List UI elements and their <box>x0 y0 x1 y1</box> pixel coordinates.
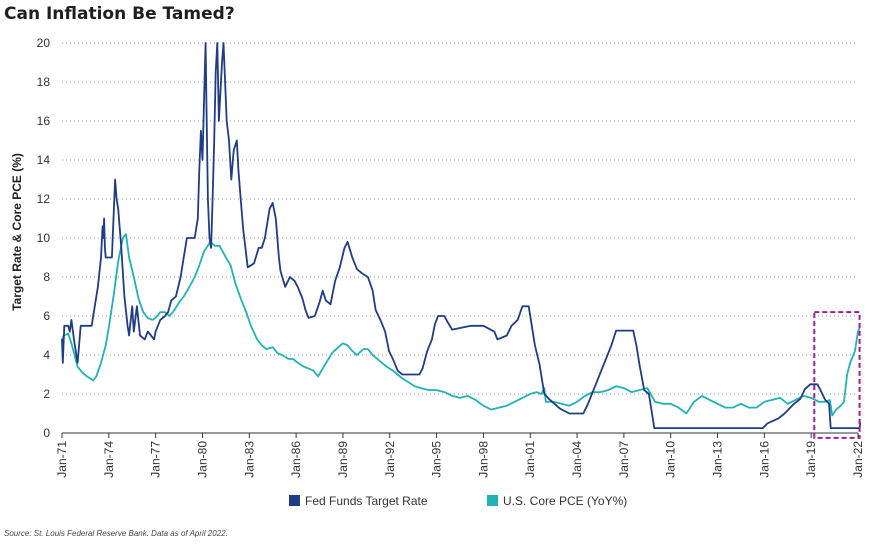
x-tick-label-Jan-98: Jan-98 <box>476 441 490 478</box>
y-tick-label-8: 8 <box>43 270 50 284</box>
series-line-fed-funds-line <box>61 42 862 429</box>
x-tick-label-Jan-71: Jan-71 <box>55 441 69 478</box>
chart-title: Can Inflation Be Tamed? <box>4 4 235 24</box>
x-tick-label-Jan-13: Jan-13 <box>711 441 725 478</box>
legend-label-fed-funds: Fed Funds Target Rate <box>305 494 428 508</box>
legend-label-core-pce: U.S. Core PCE (YoY%) <box>503 494 627 508</box>
x-tick-label-Jan-77: Jan-77 <box>149 441 163 478</box>
y-tick-label-18: 18 <box>37 75 51 89</box>
x-tick-label-Jan-22: Jan-22 <box>851 441 865 478</box>
y-tick-label-4: 4 <box>43 348 50 362</box>
legend-swatch-core-pce <box>487 495 498 506</box>
x-tick-label-Jan-83: Jan-83 <box>242 441 256 478</box>
y-axis-label: Target Rate & Core PCE (%) <box>10 153 24 311</box>
x-tick-label-Jan-86: Jan-86 <box>289 441 303 478</box>
x-tick-label-Jan-92: Jan-92 <box>383 441 397 478</box>
y-tick-label-0: 0 <box>43 426 50 440</box>
highlight-box <box>813 311 861 439</box>
y-tick-label-14: 14 <box>37 153 51 167</box>
legend-swatch-fed-funds <box>289 495 300 506</box>
x-tick-label-Jan-80: Jan-80 <box>195 441 209 478</box>
x-tick-label-Jan-16: Jan-16 <box>757 441 771 478</box>
source-note: Source: St. Louis Federal Reserve Bank. … <box>4 529 228 538</box>
y-tick-label-12: 12 <box>37 192 51 206</box>
y-tick-label-2: 2 <box>43 387 50 401</box>
x-tick-label-Jan-74: Jan-74 <box>102 441 116 478</box>
x-tick-label-Jan-07: Jan-07 <box>617 441 631 478</box>
y-axis-ticks: 0 2 4 6 8 10 12 14 16 18 20 <box>37 36 51 440</box>
series-group <box>61 42 862 429</box>
y-tick-label-16: 16 <box>37 114 51 128</box>
x-tick-label-Jan-01: Jan-01 <box>523 441 537 478</box>
x-tick-label-Jan-04: Jan-04 <box>570 441 584 478</box>
y-tick-label-6: 6 <box>43 309 50 323</box>
gridlines <box>62 42 858 395</box>
x-axis-ticks: Jan-71 Jan-74 Jan-77 Jan-80 Jan-83 Jan-86 Jan-… <box>55 433 865 478</box>
series-line-pce-line <box>61 233 861 417</box>
x-tick-label-Jan-19: Jan-19 <box>804 441 818 478</box>
legend: Fed Funds Target Rate U.S. Core PCE (YoY… <box>289 494 627 508</box>
x-tick-label-Jan-10: Jan-10 <box>664 441 678 478</box>
y-tick-label-20: 20 <box>37 36 51 50</box>
x-tick-label-Jan-89: Jan-89 <box>336 441 350 478</box>
x-tick-label-Jan-95: Jan-95 <box>430 441 444 478</box>
y-tick-label-10: 10 <box>37 231 51 245</box>
